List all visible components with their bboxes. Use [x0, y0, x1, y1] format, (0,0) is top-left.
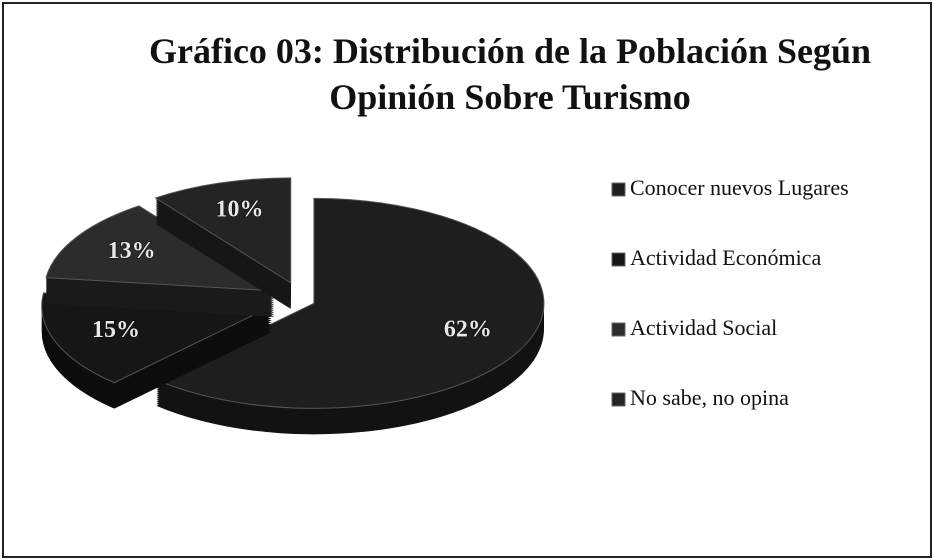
slice [41, 292, 274, 384]
chart-title: Gráfico 03: Distribución de la Población… [148, 31, 872, 117]
slice [155, 197, 545, 409]
slice [154, 177, 292, 284]
data-label: 10% [216, 196, 264, 222]
legend-marker [611, 182, 626, 197]
legend-marker [611, 322, 626, 337]
legend-label: Actividad Económica [630, 245, 821, 270]
legend-label: Actividad Social [630, 315, 777, 340]
legend-marker [611, 392, 626, 407]
legend-label: Conocer nuevos Lugares [630, 175, 849, 200]
data-label: 15% [92, 317, 140, 343]
slice [45, 205, 275, 292]
legend-label: No sabe, no opina [630, 385, 789, 410]
data-label: 62% [444, 317, 492, 343]
legend-marker [611, 252, 626, 267]
data-label: 13% [108, 238, 156, 264]
